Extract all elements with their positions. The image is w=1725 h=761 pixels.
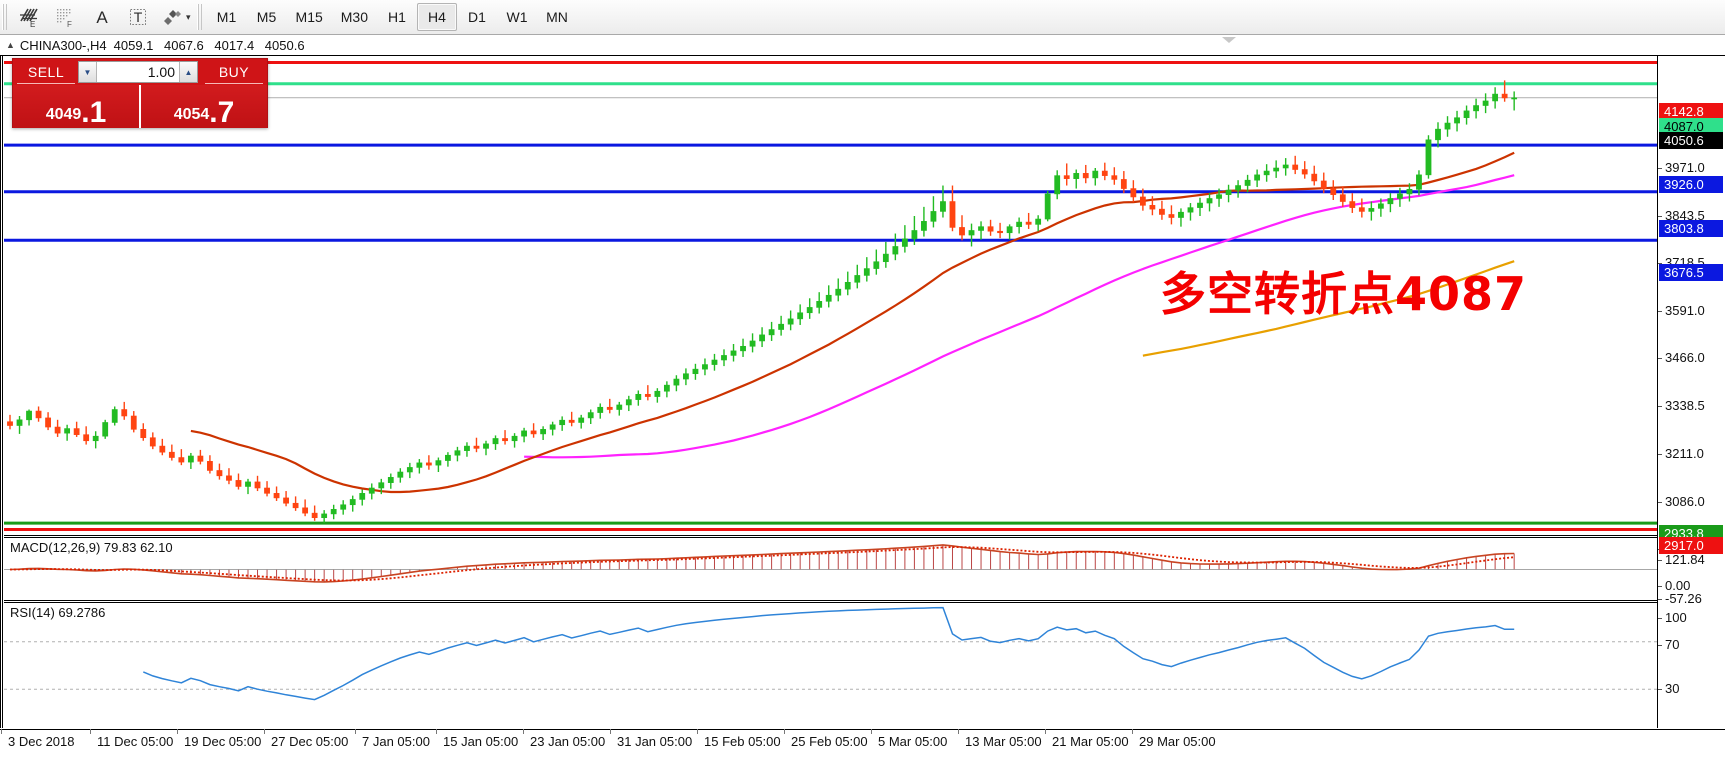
indicator-scale-tick: 100: [1658, 610, 1687, 625]
expert-advisors-icon[interactable]: E: [12, 2, 48, 32]
trade-panel-controls-row: SELL ▼ 1.00 ▲ BUY: [13, 59, 267, 85]
indicator-scale-tick: -57.26: [1658, 591, 1702, 606]
timeframe-m5[interactable]: M5: [256, 9, 277, 25]
pivot-level-label: 4087.0: [1659, 118, 1723, 135]
sell-price-fraction: .1: [81, 96, 107, 130]
timeframe-toolbar-grip[interactable]: [196, 4, 204, 30]
ohlc-close: 4050.6: [264, 37, 305, 53]
ohlc-low: 4017.4: [214, 37, 255, 53]
price-chart-pane[interactable]: [4, 56, 1718, 536]
indicator-scale-tick: 30: [1658, 681, 1679, 696]
time-tick: 27 Dec 05:00: [263, 729, 349, 749]
indicator-scale-tick: 121.84: [1658, 552, 1705, 567]
symbol-ohlc-bar: ▲ CHINA300-,H4 4059.1 4067.6 4017.4 4050…: [0, 35, 1725, 56]
svg-text:T: T: [134, 9, 143, 25]
rsi-label: RSI(14) 69.2786: [8, 605, 108, 620]
time-tick: 29 Mar 05:00: [1132, 729, 1216, 749]
volume-stepper[interactable]: ▼ 1.00 ▲: [78, 61, 198, 83]
svg-text:A: A: [96, 8, 108, 27]
toolbar-grip[interactable]: [2, 4, 9, 30]
timeframe-w1[interactable]: W1: [506, 9, 528, 25]
time-tick: 15 Jan 05:00: [435, 729, 519, 749]
sell-button[interactable]: SELL: [17, 60, 75, 84]
resistance-level-label: 4142.8: [1659, 103, 1723, 120]
text-label-tool-icon[interactable]: T: [120, 2, 156, 32]
rsi-indicator-pane[interactable]: [4, 602, 1718, 728]
sell-price[interactable]: 4049 .1: [13, 85, 139, 128]
chart-toolbar: E F: [0, 0, 1725, 35]
price-tick: 3971.0: [1658, 160, 1705, 175]
svg-text:F: F: [67, 20, 72, 28]
rsi-chart-svg: [4, 606, 1718, 701]
price-chart-svg: [4, 61, 1718, 532]
support-level-3-label: 3676.5: [1659, 264, 1723, 281]
volume-input[interactable]: 1.00: [97, 62, 179, 82]
buy-price-fraction: .7: [209, 96, 235, 130]
indicator-scale-tick: 70: [1658, 637, 1679, 652]
time-tick: 31 Jan 05:00: [609, 729, 693, 749]
time-tick: 19 Dec 05:00: [176, 729, 262, 749]
price-scale[interactable]: 3971.0 3843.5 3718.5 3591.0 3466.0 3338.5 3211…: [1657, 56, 1725, 728]
collapse-chart-icon[interactable]: ▲: [6, 40, 15, 50]
chart-scroll-indicator[interactable]: [1222, 37, 1236, 43]
time-tick: 13 Mar 05:00: [958, 729, 1042, 749]
one-click-trading-panel[interactable]: SELL ▼ 1.00 ▲ BUY 4049 .1 4054 .7: [12, 58, 268, 128]
objects-dropdown-caret[interactable]: ▾: [186, 11, 191, 22]
support-level-2-label: 3803.8: [1659, 220, 1723, 237]
chart-text-annotation[interactable]: 多空转折点4087: [1160, 267, 1528, 321]
timeframe-h4[interactable]: H4: [417, 3, 457, 31]
timeframe-d1[interactable]: D1: [468, 9, 486, 25]
time-tick: 21 Mar 05:00: [1045, 729, 1129, 749]
volume-decrease-button[interactable]: ▼: [79, 62, 97, 82]
trade-panel-prices-row: 4049 .1 4054 .7: [13, 85, 267, 128]
price-tick: 3086.0: [1658, 494, 1705, 509]
macd-label: MACD(12,26,9) 79.83 62.10: [8, 540, 175, 555]
price-tick: 3466.0: [1658, 350, 1705, 365]
time-scale[interactable]: 3 Dec 2018 11 Dec 05:00 19 Dec 05:00 27 Dec…: [0, 729, 1725, 761]
price-tick: 3843.5: [1658, 208, 1705, 223]
support-level-1-label: 3926.0: [1659, 176, 1723, 193]
timeframe-m15[interactable]: M15: [295, 9, 323, 25]
ohlc-open: 4059.1: [113, 37, 154, 53]
text-tool-icon[interactable]: A: [84, 2, 120, 32]
time-tick: 7 Jan 05:00: [355, 729, 430, 749]
timeframe-m30[interactable]: M30: [340, 9, 368, 25]
time-tick: 25 Feb 05:00: [784, 729, 868, 749]
time-tick: 23 Jan 05:00: [522, 729, 606, 749]
time-tick: 15 Feb 05:00: [697, 729, 781, 749]
macd-indicator-pane[interactable]: [4, 537, 1718, 601]
time-tick: 5 Mar 05:00: [870, 729, 948, 749]
indicators-icon[interactable]: F: [48, 2, 84, 32]
ask-price-label: 2917.0: [1659, 537, 1723, 554]
svg-text:E: E: [30, 20, 35, 28]
buy-price[interactable]: 4054 .7: [139, 85, 267, 128]
time-tick: 3 Dec 2018: [1, 729, 75, 749]
price-tick: 3338.5: [1658, 398, 1705, 413]
timeframe-h1[interactable]: H1: [388, 9, 406, 25]
timeframe-mn[interactable]: MN: [546, 9, 568, 25]
indicator-scale-tick: 0.00: [1658, 578, 1690, 593]
ohlc-high: 4067.6: [164, 37, 204, 53]
chart-left-border: [0, 56, 3, 728]
timeframe-m1[interactable]: M1: [216, 9, 237, 25]
volume-increase-button[interactable]: ▲: [179, 62, 197, 82]
price-tick: 3211.0: [1658, 446, 1704, 461]
buy-price-integer: 4054: [173, 106, 210, 123]
macd-chart-svg: [4, 544, 1718, 583]
price-tick: 3591.0: [1658, 303, 1705, 318]
symbol-title: CHINA300-,H4: [19, 37, 107, 53]
last-price-label: 4050.6: [1659, 132, 1723, 149]
sell-price-integer: 4049: [45, 106, 82, 123]
objects-icon[interactable]: [156, 2, 192, 32]
time-tick: 11 Dec 05:00: [89, 729, 174, 749]
buy-button[interactable]: BUY: [205, 60, 263, 84]
